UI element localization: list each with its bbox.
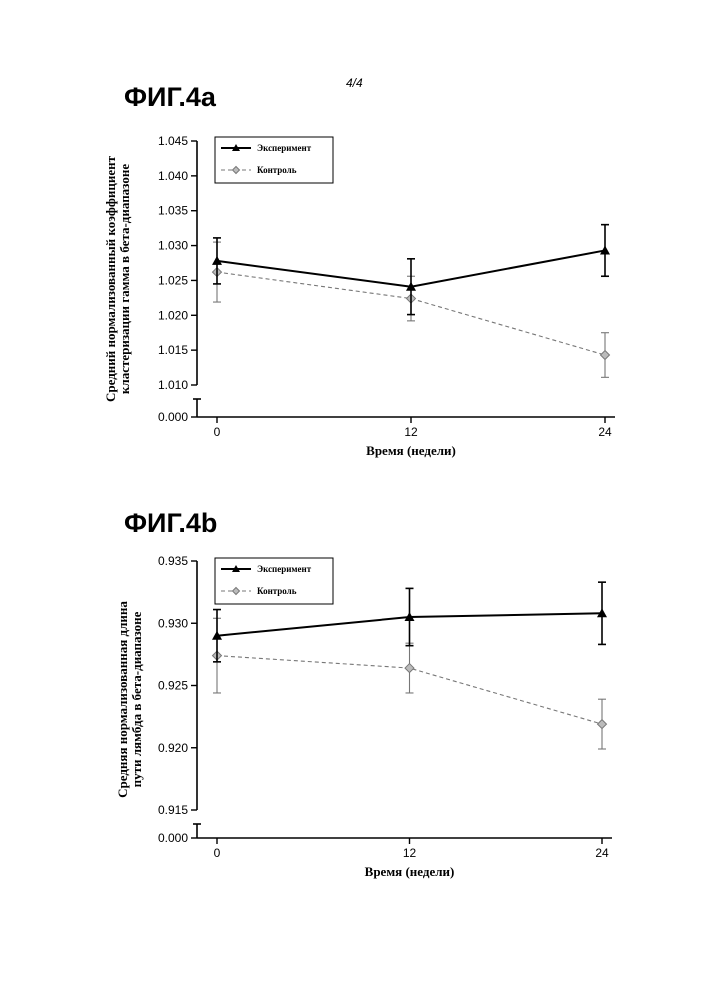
x-tick-label: 0 bbox=[214, 425, 221, 439]
data-point-0 bbox=[212, 630, 222, 640]
x-axis-label: Время (недели) bbox=[366, 443, 456, 458]
legend-marker bbox=[231, 165, 241, 175]
x-axis-label: Время (недели) bbox=[365, 864, 455, 879]
legend-label: Контроль bbox=[257, 586, 297, 596]
data-point-1 bbox=[599, 349, 611, 361]
y-axis-label: кластеризации гамма в бета-диапазоне bbox=[117, 164, 132, 394]
y-tick-label: 1.040 bbox=[158, 169, 188, 183]
y-tick-label: 0.915 bbox=[158, 803, 188, 817]
legend-box bbox=[214, 136, 334, 184]
page-number: 4/4 bbox=[346, 76, 363, 90]
y-tick-label: 0.000 bbox=[158, 831, 188, 845]
data-point-0 bbox=[597, 608, 607, 618]
figure-4a-title: ФИГ.4a bbox=[124, 82, 216, 112]
legend-marker bbox=[232, 144, 240, 151]
y-axis-label: пути лямбда в бета-диапазоне bbox=[129, 611, 144, 787]
data-point-0 bbox=[406, 281, 416, 291]
legend-label: Эксперимент bbox=[257, 564, 312, 574]
y-tick-label: 1.045 bbox=[158, 134, 188, 148]
y-tick-label: 0.000 bbox=[158, 410, 188, 424]
data-point-1 bbox=[596, 718, 608, 730]
x-tick-label: 24 bbox=[595, 846, 609, 860]
y-tick-label: 0.925 bbox=[158, 679, 188, 693]
figure-4b-title: ФИГ.4b bbox=[124, 508, 218, 538]
y-axis-label: Средняя нормализованная длина bbox=[115, 601, 130, 798]
legend: Эксперимент Контроль bbox=[214, 557, 334, 605]
y-tick-label: 0.930 bbox=[158, 616, 188, 630]
data-point-0 bbox=[404, 612, 415, 622]
y-tick-label: 0.920 bbox=[158, 741, 188, 755]
data-point-0 bbox=[600, 245, 610, 255]
legend: Эксперимент Контроль bbox=[214, 136, 334, 184]
x-tick-label: 0 bbox=[214, 846, 221, 860]
data-point-1 bbox=[404, 662, 415, 674]
y-tick-label: 1.030 bbox=[158, 239, 188, 253]
series-line-1 bbox=[216, 271, 606, 356]
legend-label: Эксперимент bbox=[257, 143, 312, 153]
y-tick-label: 1.035 bbox=[158, 204, 188, 218]
legend-marker bbox=[232, 565, 240, 572]
y-axis-label: Средний нормализованный коэффициент bbox=[103, 155, 118, 402]
data-point-0 bbox=[212, 255, 222, 265]
legend-label: Контроль bbox=[257, 165, 297, 175]
y-tick-label: 1.025 bbox=[158, 273, 188, 287]
y-tick-label: 0.935 bbox=[158, 554, 188, 568]
y-tick-label: 1.010 bbox=[158, 378, 188, 392]
x-tick-label: 24 bbox=[598, 425, 612, 439]
x-tick-label: 12 bbox=[404, 425, 418, 439]
x-tick-label: 12 bbox=[403, 846, 417, 860]
y-tick-label: 1.015 bbox=[158, 343, 188, 357]
y-tick-label: 1.020 bbox=[158, 308, 188, 322]
legend-marker bbox=[231, 586, 241, 596]
legend-box bbox=[214, 557, 334, 605]
